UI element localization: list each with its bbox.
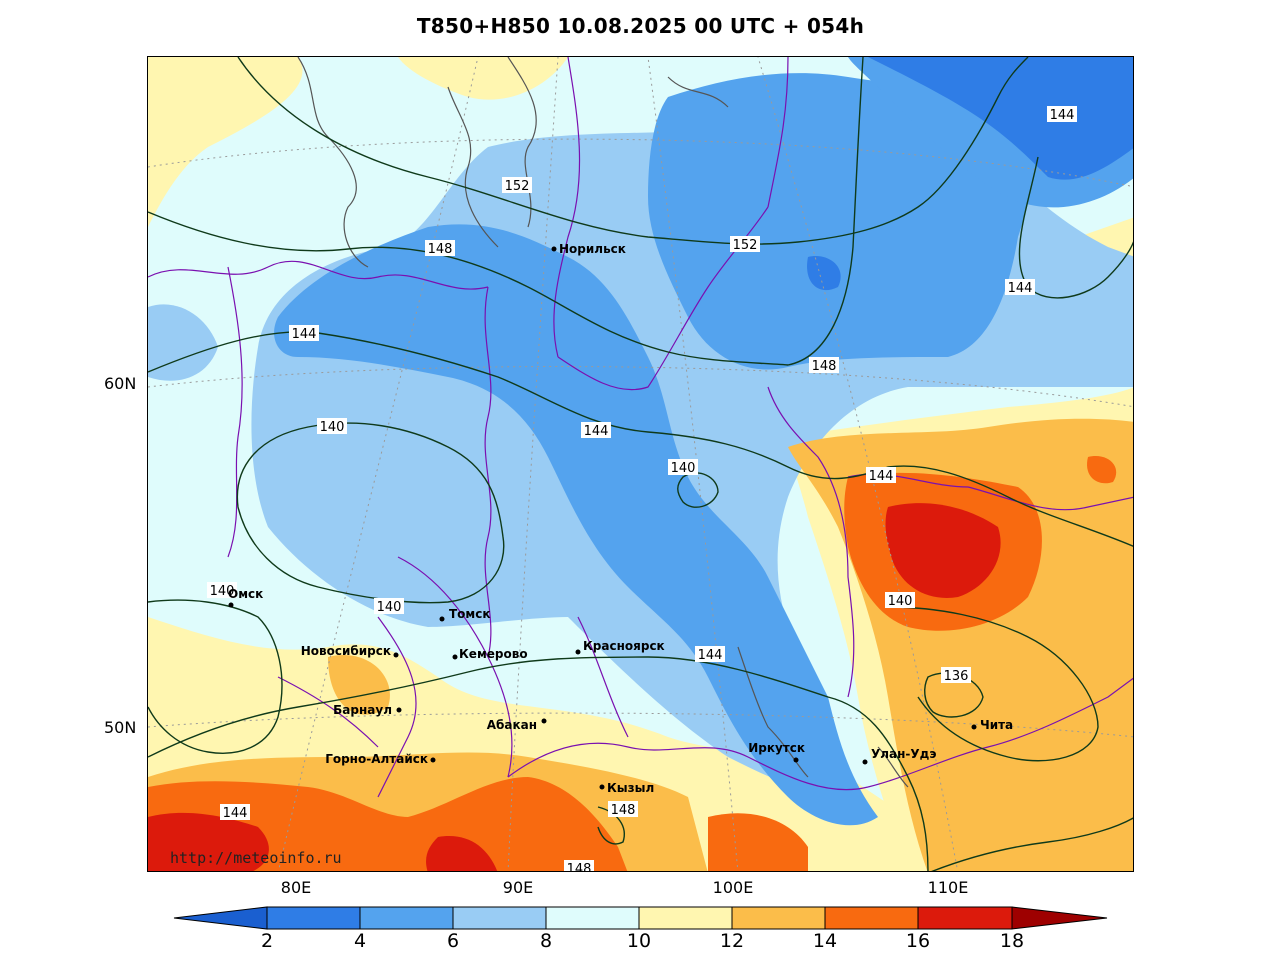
svg-text:144: 144 xyxy=(223,806,248,821)
city-markers: Норильск Омск Томск Новосибирск Кемерово… xyxy=(228,242,1013,795)
colorbar-segment xyxy=(452,906,547,930)
contour-label: 136 xyxy=(941,667,971,684)
city-gorno-altaysk[interactable]: Горно-Алтайск xyxy=(325,752,436,766)
lon-label-90e: 90E xyxy=(502,878,534,897)
city-norilsk[interactable]: Норильск xyxy=(551,242,626,256)
contour-label: 140 xyxy=(207,582,237,599)
contour-label: 144 xyxy=(581,422,611,439)
lat-label-50n: 50N xyxy=(104,718,137,737)
temperature-zone-16-18 xyxy=(148,503,1001,871)
watermark-text: http://meteoinfo.ru xyxy=(170,849,342,867)
colorbar-extend-min xyxy=(173,906,268,930)
colorbar-tick-label: 16 xyxy=(905,930,931,952)
contour-label: 148 xyxy=(425,240,455,257)
contour-label: 140 xyxy=(317,418,347,435)
svg-text:144: 144 xyxy=(698,648,723,663)
contour-label: 148 xyxy=(608,801,638,818)
contour-label: 152 xyxy=(730,236,760,253)
svg-text:152: 152 xyxy=(505,179,530,194)
svg-text:140: 140 xyxy=(210,584,235,599)
contour-labels: 152 152 148 148 144 144 144 144 144 144 … xyxy=(207,106,1077,872)
svg-text:Улан-Удэ: Улан-Удэ xyxy=(871,747,936,761)
temperature-zone-2-4 xyxy=(807,57,1133,291)
colorbar-segment xyxy=(917,906,1013,930)
city-ulan-ude[interactable]: Улан-Удэ xyxy=(862,747,937,765)
svg-text:144: 144 xyxy=(584,424,609,439)
svg-text:Горно-Алтайск: Горно-Алтайск xyxy=(325,752,428,766)
svg-text:Омск: Омск xyxy=(228,587,263,601)
lon-label-80e: 80E xyxy=(280,878,312,897)
colorbar xyxy=(173,906,1108,930)
svg-text:152: 152 xyxy=(733,238,758,253)
city-kemerovo[interactable]: Кемерово xyxy=(452,647,528,661)
colorbar-segment xyxy=(266,906,361,930)
svg-text:140: 140 xyxy=(671,461,696,476)
graticule xyxy=(148,57,1133,871)
city-irkutsk[interactable]: Иркутск xyxy=(748,741,805,763)
colorbar-tick-label: 14 xyxy=(812,930,838,952)
colorbar-segment xyxy=(638,906,733,930)
svg-text:144: 144 xyxy=(1050,108,1075,123)
svg-text:148: 148 xyxy=(428,242,453,257)
svg-text:144: 144 xyxy=(1008,281,1033,296)
contour-label: 144 xyxy=(1005,279,1035,296)
svg-text:Чита: Чита xyxy=(980,718,1013,732)
colorbar-segment xyxy=(545,906,640,930)
lon-label-100e: 100E xyxy=(712,878,754,897)
map-panel[interactable]: 152 152 148 148 144 144 144 144 144 144 … xyxy=(147,56,1134,872)
colorbar-tick-label: 8 xyxy=(539,930,553,952)
contour-label: 140 xyxy=(885,592,915,609)
lon-label-110e: 110E xyxy=(927,878,969,897)
city-tomsk[interactable]: Томск xyxy=(439,607,491,622)
contour-label: 144 xyxy=(866,467,896,484)
contour-label: 148 xyxy=(809,357,839,374)
contour-label: 144 xyxy=(695,646,725,663)
city-omsk[interactable]: Омск xyxy=(228,587,263,608)
lat-label-60n: 60N xyxy=(104,374,137,393)
colorbar-segment xyxy=(824,906,919,930)
colorbar-tick-label: 12 xyxy=(719,930,745,952)
contour-label: 148 xyxy=(564,860,594,872)
svg-text:136: 136 xyxy=(944,669,969,684)
contour-label: 152 xyxy=(502,177,532,194)
colorbar-segment xyxy=(359,906,454,930)
svg-text:140: 140 xyxy=(377,600,402,615)
svg-text:Кемерово: Кемерово xyxy=(459,647,528,661)
colorbar-tick-label: 10 xyxy=(626,930,652,952)
contour-label: 140 xyxy=(374,598,404,615)
svg-text:Кызыл: Кызыл xyxy=(607,781,654,795)
colorbar-segment xyxy=(731,906,826,930)
colorbar-tick-label: 2 xyxy=(260,930,274,952)
chart-title: T850+H850 10.08.2025 00 UTC + 054h xyxy=(416,14,865,38)
city-kyzyl[interactable]: Кызыл xyxy=(599,781,655,795)
colorbar-tick-label: 6 xyxy=(446,930,460,952)
svg-text:Абакан: Абакан xyxy=(487,718,537,732)
svg-text:Барнаул: Барнаул xyxy=(333,703,392,717)
svg-text:148: 148 xyxy=(611,803,636,818)
colorbar-tick-label: 4 xyxy=(353,930,367,952)
svg-text:Норильск: Норильск xyxy=(559,242,626,256)
contour-label: 144 xyxy=(1047,106,1077,123)
contour-label: 144 xyxy=(220,804,250,821)
colorbar-extend-max xyxy=(1011,906,1108,930)
colorbar-tick-label: 18 xyxy=(999,930,1025,952)
city-chita[interactable]: Чита xyxy=(971,718,1014,732)
svg-text:144: 144 xyxy=(869,469,894,484)
svg-text:Иркутск: Иркутск xyxy=(748,741,805,755)
svg-text:Томск: Томск xyxy=(449,607,491,621)
svg-text:148: 148 xyxy=(812,359,837,374)
svg-text:144: 144 xyxy=(292,327,317,342)
city-novosibirsk[interactable]: Новосибирск xyxy=(301,644,399,658)
svg-text:140: 140 xyxy=(888,594,913,609)
contour-label: 144 xyxy=(289,325,319,342)
svg-text:140: 140 xyxy=(320,420,345,435)
city-abakan[interactable]: Абакан xyxy=(487,718,547,732)
svg-text:Красноярск: Красноярск xyxy=(583,639,665,653)
city-barnaul[interactable]: Барнаул xyxy=(333,703,402,717)
geopotential-contours xyxy=(148,57,1133,871)
city-krasnoyarsk[interactable]: Красноярск xyxy=(575,639,665,655)
contour-label: 140 xyxy=(668,459,698,476)
svg-text:Новосибирск: Новосибирск xyxy=(301,644,391,658)
svg-text:148: 148 xyxy=(567,862,592,872)
